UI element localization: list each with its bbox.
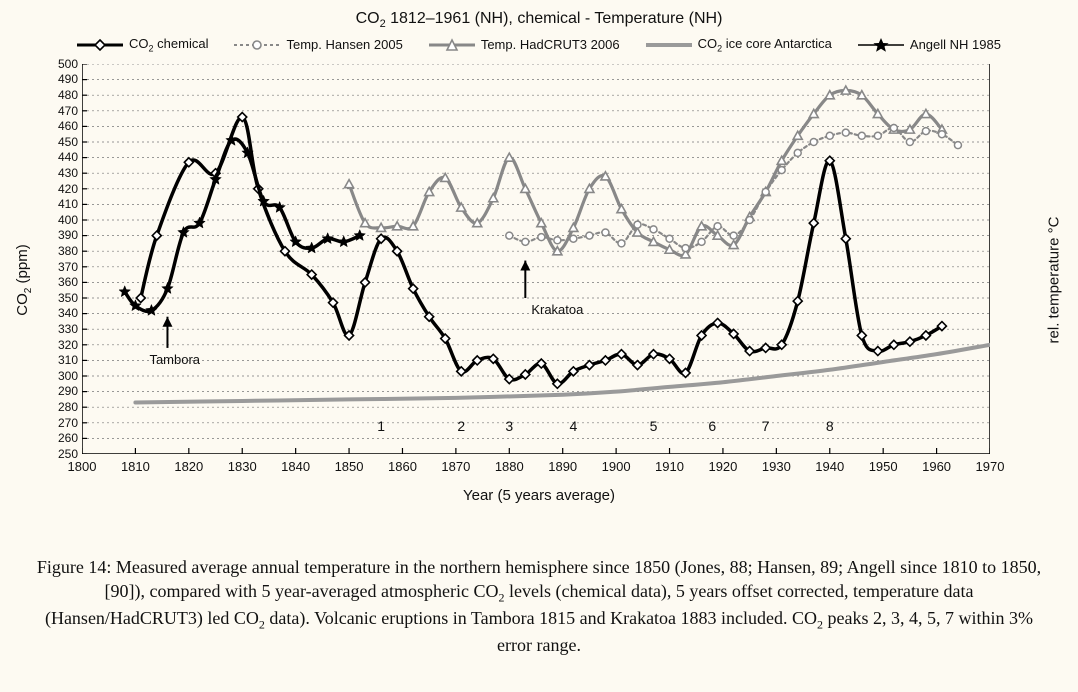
chart-svg — [82, 64, 990, 454]
y-tick-label: 280 — [36, 401, 78, 413]
figure-caption: Figure 14: Measured average annual tempe… — [30, 555, 1048, 657]
y-tick-label: 430 — [36, 167, 78, 179]
x-tick-label: 1850 — [329, 460, 369, 473]
series-number-label: 8 — [826, 418, 834, 434]
legend: CO2 chemical Temp. Hansen 2005 Temp. Had… — [30, 36, 1048, 54]
x-tick-label: 1840 — [276, 460, 316, 473]
legend-label: Temp. Hansen 2005 — [286, 37, 402, 52]
y-tick-label: 400 — [36, 214, 78, 226]
x-tick-label: 1910 — [650, 460, 690, 473]
series-number-label: 2 — [457, 418, 465, 434]
y-tick-label: 380 — [36, 245, 78, 257]
y-tick-label: 300 — [36, 370, 78, 382]
y-tick-label: 310 — [36, 354, 78, 366]
annotation-label: Tambora — [149, 352, 200, 367]
x-tick-label: 1890 — [543, 460, 583, 473]
series-number-label: 5 — [650, 418, 658, 434]
y-tick-label: 470 — [36, 105, 78, 117]
legend-item-angell: Angell NH 1985 — [858, 36, 1001, 54]
y-tick-label: 330 — [36, 323, 78, 335]
legend-label: Angell NH 1985 — [910, 37, 1001, 52]
x-tick-label: 1860 — [382, 460, 422, 473]
series-number-label: 7 — [762, 418, 770, 434]
legend-item-co2-chemical: CO2 chemical — [77, 36, 208, 54]
y-tick-label: 440 — [36, 151, 78, 163]
series-number-label: 4 — [569, 418, 577, 434]
legend-item-icecore: CO2 ice core Antarctica — [646, 36, 832, 54]
y-tick-label: 370 — [36, 261, 78, 273]
x-tick-label: 1970 — [970, 460, 1010, 473]
y-tick-label: 390 — [36, 229, 78, 241]
y-tick-label: 270 — [36, 417, 78, 429]
y-tick-label: 460 — [36, 120, 78, 132]
x-tick-label: 1960 — [917, 460, 957, 473]
x-tick-label: 1940 — [810, 460, 850, 473]
x-tick-label: 1800 — [62, 460, 102, 473]
y-tick-label: 350 — [36, 292, 78, 304]
y-tick-label: 260 — [36, 432, 78, 444]
series-number-label: 6 — [708, 418, 716, 434]
y-tick-label: 420 — [36, 183, 78, 195]
x-axis-label: Year (5 years average) — [463, 487, 615, 504]
series-number-label: 1 — [377, 418, 385, 434]
x-tick-label: 1900 — [596, 460, 636, 473]
y-tick-label: 290 — [36, 385, 78, 397]
legend-label: CO2 ice core Antarctica — [698, 36, 832, 54]
chart-title: CO2 1812–1961 (NH), chemical - Temperatu… — [30, 10, 1048, 30]
y-tick-label: 480 — [36, 89, 78, 101]
legend-label: Temp. HadCRUT3 2006 — [481, 37, 620, 52]
y2-axis-label: rel. temperature °C — [1046, 216, 1063, 343]
y-tick-label: 450 — [36, 136, 78, 148]
annotation-label: Krakatoa — [531, 302, 583, 317]
x-tick-label: 1830 — [222, 460, 262, 473]
y-tick-label: 320 — [36, 339, 78, 351]
x-tick-label: 1930 — [756, 460, 796, 473]
x-tick-label: 1870 — [436, 460, 476, 473]
x-tick-label: 1820 — [169, 460, 209, 473]
x-tick-label: 1920 — [703, 460, 743, 473]
y-tick-label: 410 — [36, 198, 78, 210]
legend-item-hadcrut: Temp. HadCRUT3 2006 — [429, 36, 620, 54]
legend-label: CO2 chemical — [129, 36, 208, 54]
series-number-label: 3 — [505, 418, 513, 434]
x-tick-label: 1950 — [863, 460, 903, 473]
y-tick-label: 340 — [36, 307, 78, 319]
plot-area: CO2 (ppm) rel. temperature °C Year (5 ye… — [30, 60, 1048, 500]
y-tick-label: 500 — [36, 58, 78, 70]
x-tick-label: 1880 — [489, 460, 529, 473]
y-tick-label: 360 — [36, 276, 78, 288]
y-tick-label: 490 — [36, 73, 78, 85]
y-axis-label: CO2 (ppm) — [14, 244, 34, 315]
x-tick-label: 1810 — [115, 460, 155, 473]
legend-item-hansen: Temp. Hansen 2005 — [234, 36, 402, 54]
